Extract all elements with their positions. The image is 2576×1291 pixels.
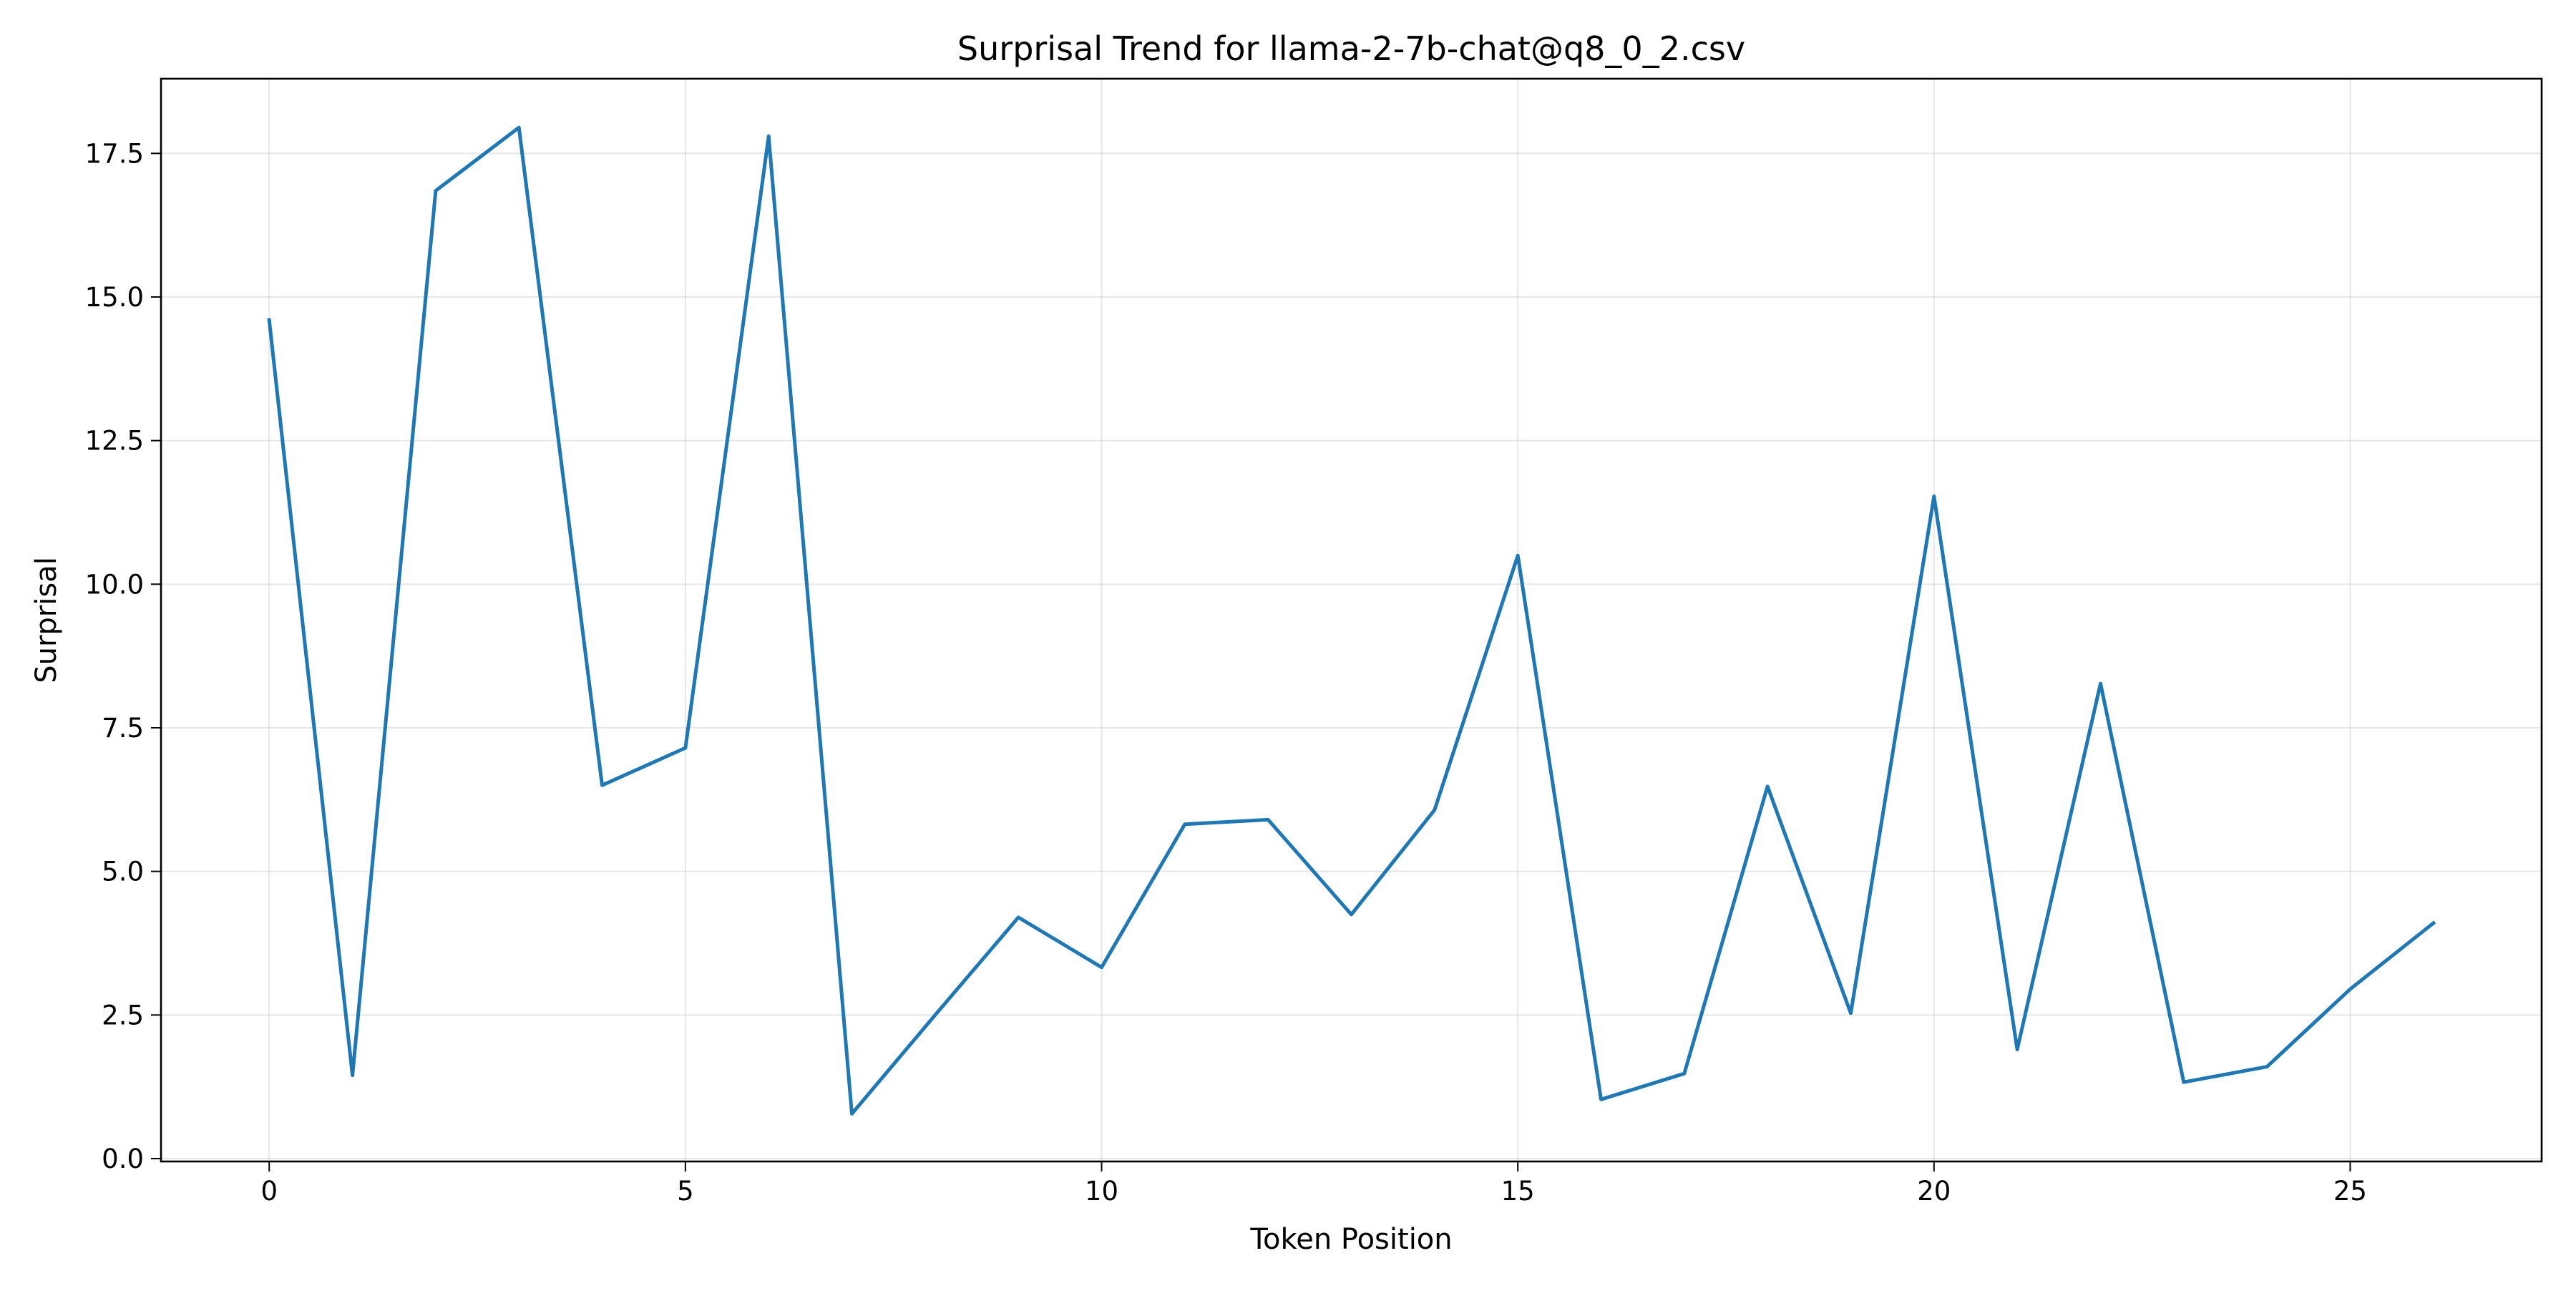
data-point bbox=[517, 126, 521, 130]
data-point bbox=[1932, 495, 1936, 498]
data-point bbox=[850, 1112, 854, 1116]
data-point bbox=[1682, 1072, 1686, 1076]
data-point bbox=[1599, 1098, 1603, 1101]
y-tick-label: 0.0 bbox=[102, 1144, 144, 1174]
chart-title: Surprisal Trend for llama-2-7b-chat@q8_0… bbox=[957, 29, 1745, 68]
series-layer bbox=[267, 125, 2436, 1116]
y-tick-label: 10.0 bbox=[85, 569, 144, 600]
data-point bbox=[1516, 554, 1520, 557]
axis-ticks: 0 5 10 15 20 25 0.0 2.5 5.0 7.5 10.0 12.5 15.0 17.5 bbox=[85, 138, 2367, 1207]
y-tick-label: 12.5 bbox=[85, 426, 144, 457]
data-point bbox=[1183, 822, 1186, 826]
y-tick-label: 15.0 bbox=[85, 282, 144, 313]
data-point bbox=[2348, 988, 2352, 991]
data-point bbox=[2016, 1048, 2019, 1051]
data-point bbox=[2265, 1065, 2269, 1068]
x-axis-label: Token Position bbox=[1249, 1223, 1452, 1256]
data-point bbox=[1433, 808, 1436, 812]
data-point bbox=[1100, 965, 1103, 969]
data-point bbox=[933, 1013, 937, 1017]
data-point bbox=[2182, 1081, 2185, 1084]
plot-frame bbox=[160, 77, 2543, 1163]
y-tick-label: 2.5 bbox=[102, 1000, 144, 1031]
y-tick-label: 17.5 bbox=[85, 138, 144, 169]
series-line bbox=[267, 125, 2436, 1116]
data-point bbox=[1267, 818, 1270, 822]
data-point bbox=[1350, 912, 1353, 916]
data-point bbox=[2431, 921, 2435, 925]
data-point bbox=[767, 135, 771, 138]
data-point bbox=[1766, 784, 1770, 788]
y-tick-label: 7.5 bbox=[102, 713, 144, 744]
x-tick-label: 5 bbox=[677, 1176, 694, 1207]
x-tick-label: 15 bbox=[1501, 1176, 1535, 1207]
data-point bbox=[2099, 682, 2102, 686]
data-point bbox=[1849, 1011, 1853, 1015]
y-tick-label: 5.0 bbox=[102, 857, 144, 887]
x-tick-label: 20 bbox=[1917, 1176, 1951, 1207]
data-point bbox=[600, 784, 604, 787]
x-tick-label: 10 bbox=[1085, 1176, 1118, 1207]
data-point bbox=[434, 189, 437, 193]
y-axis-label: Surprisal bbox=[30, 557, 63, 683]
data-point bbox=[351, 1073, 354, 1077]
data-point bbox=[683, 746, 687, 750]
x-tick-label: 0 bbox=[260, 1176, 278, 1207]
data-point bbox=[1017, 915, 1020, 919]
data-point bbox=[268, 318, 271, 322]
x-tick-label: 25 bbox=[2333, 1176, 2367, 1207]
